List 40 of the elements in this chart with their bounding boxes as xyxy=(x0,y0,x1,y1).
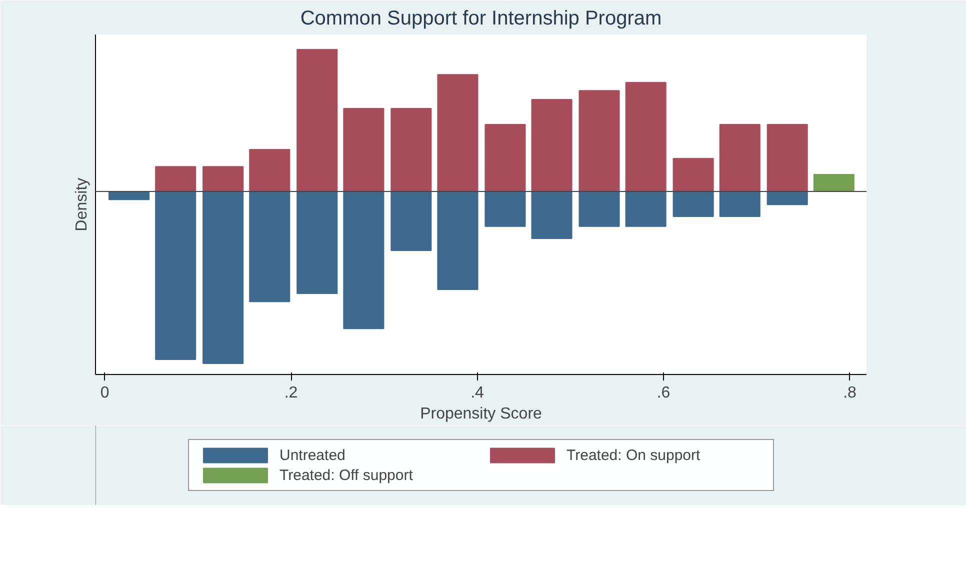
x-axis-title: Propensity Score xyxy=(420,406,542,422)
bar xyxy=(531,191,572,239)
bar xyxy=(813,174,854,192)
bar xyxy=(390,108,432,192)
bar xyxy=(202,166,244,192)
bar xyxy=(672,191,714,217)
bar xyxy=(484,124,526,192)
bar xyxy=(531,99,572,192)
bar xyxy=(343,191,384,330)
bar xyxy=(202,191,244,364)
bar xyxy=(766,124,808,192)
bar xyxy=(390,191,432,252)
bar xyxy=(625,191,666,227)
bar xyxy=(249,191,290,302)
x-tick-label: 0 xyxy=(100,384,110,402)
bar xyxy=(578,90,620,192)
x-tick-label: .2 xyxy=(284,384,298,402)
bar xyxy=(578,191,620,227)
legend-label: Untreated xyxy=(280,446,346,464)
bar xyxy=(437,191,478,290)
x-tick-label: .6 xyxy=(656,384,670,402)
bar xyxy=(484,191,526,227)
bar xyxy=(766,191,808,206)
bar xyxy=(719,191,760,217)
bar xyxy=(343,108,384,192)
bar xyxy=(249,149,290,192)
bar xyxy=(155,191,196,360)
bar xyxy=(625,82,666,192)
legend-label: Treated: Off support xyxy=(280,466,414,484)
bar xyxy=(719,124,760,192)
y-axis-title: Density xyxy=(74,178,90,232)
bar xyxy=(672,158,714,192)
legend-label: Treated: On support xyxy=(566,446,702,464)
x-tick-label: .4 xyxy=(470,384,484,402)
x-tick-label: .8 xyxy=(843,384,857,402)
chart-title: Common Support for Internship Program xyxy=(300,8,662,30)
bar xyxy=(437,74,478,192)
bar xyxy=(155,166,196,192)
bar xyxy=(296,48,338,192)
bar xyxy=(296,191,338,294)
